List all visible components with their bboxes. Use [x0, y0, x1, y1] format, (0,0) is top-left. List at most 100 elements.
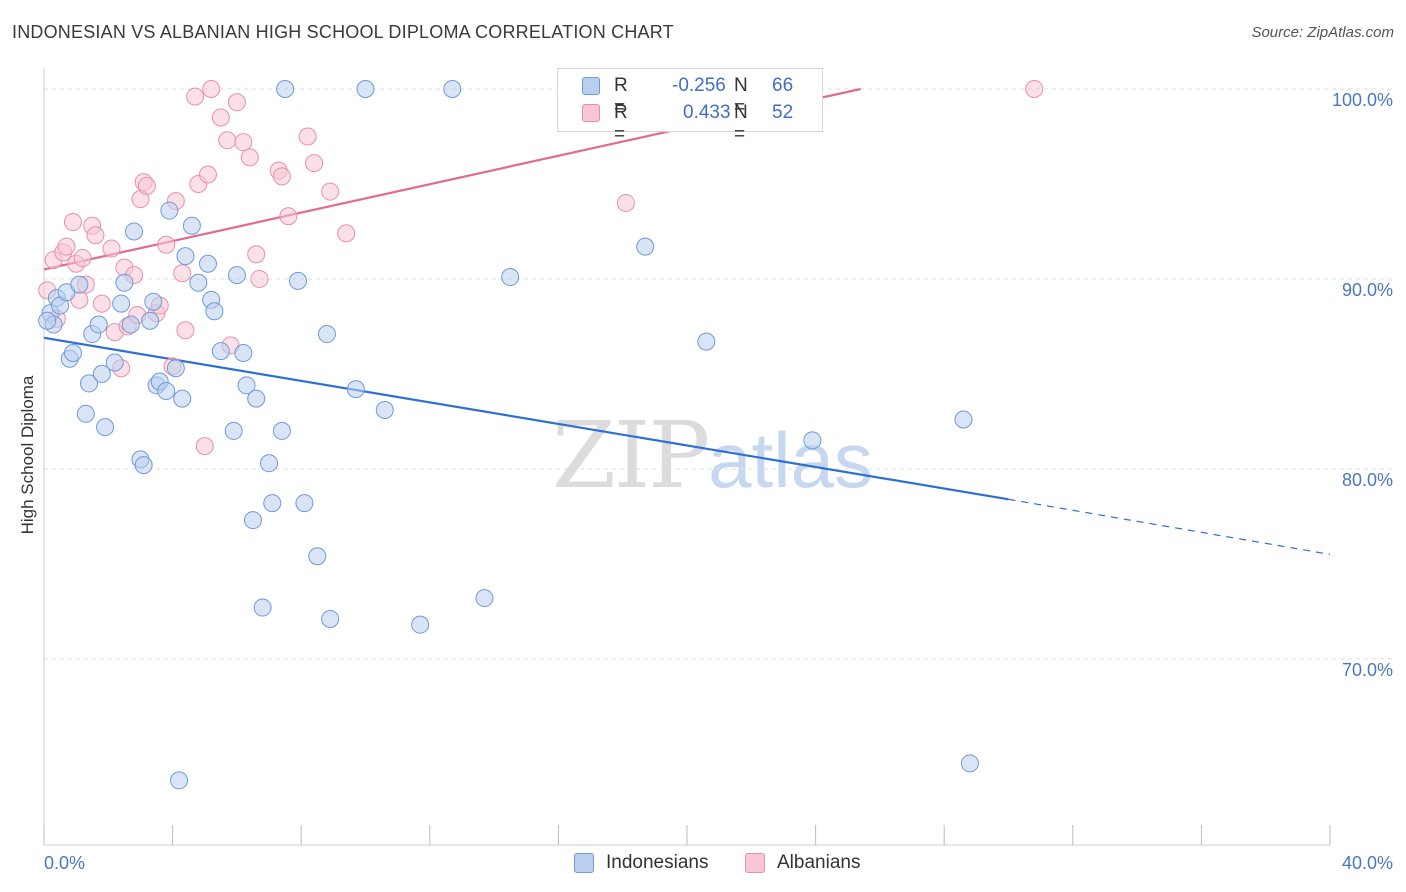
indonesian-point — [375, 401, 394, 420]
indonesians-r-value: -0.256 — [672, 75, 726, 96]
indonesian-point — [121, 315, 140, 334]
albanian-point — [279, 207, 298, 226]
indonesian-point — [356, 79, 375, 98]
y-tick-label: 100.0% — [1332, 90, 1393, 110]
r-label: R = — [614, 102, 628, 145]
indonesian-point — [105, 353, 124, 372]
source-label: Source: ZipAtlas.com — [1251, 24, 1394, 41]
indonesian-point — [92, 364, 111, 383]
indonesian-point — [411, 615, 430, 634]
albanian-point — [218, 131, 237, 150]
indonesians-trend-line-extension — [1008, 498, 1331, 555]
indonesian-point — [70, 275, 89, 294]
indonesian-point — [176, 247, 195, 266]
indonesian-point — [205, 302, 224, 321]
albanians-legend-label: Albanians — [777, 852, 861, 873]
albanian-point — [92, 294, 111, 313]
n-label: N = — [734, 75, 748, 118]
points-layer — [38, 79, 1044, 790]
indonesian-point — [954, 410, 973, 429]
axis-layer — [43, 68, 1331, 846]
indonesian-point — [247, 389, 266, 408]
y-tick-label: 90.0% — [1342, 280, 1393, 300]
indonesian-point — [317, 325, 336, 344]
y-tick-label: 70.0% — [1342, 660, 1393, 680]
albanian-point — [234, 133, 253, 152]
albanian-point — [1025, 79, 1044, 98]
albanian-point — [202, 79, 221, 98]
watermark-zip: ZIP — [552, 402, 710, 509]
indonesian-point — [125, 222, 144, 241]
albanian-point — [137, 176, 156, 195]
indonesian-point — [288, 271, 307, 290]
indonesian-point — [346, 380, 365, 399]
albanian-point — [157, 235, 176, 254]
indonesian-point — [234, 344, 253, 363]
indonesian-point — [173, 389, 192, 408]
indonesian-point — [260, 454, 279, 473]
albanian-point — [63, 212, 82, 231]
grid-layer — [44, 88, 1395, 660]
albanian-point — [195, 437, 214, 456]
indonesian-point — [198, 254, 217, 273]
albanians-swatch — [582, 104, 600, 122]
indonesian-point — [141, 311, 160, 330]
indonesian-point — [276, 79, 295, 98]
trend-layer — [43, 87, 1331, 555]
correlation-legend: R = -0.256 N = 66 R = 0.433 N = 52 — [557, 68, 823, 145]
albanian-point — [57, 237, 76, 256]
watermark: ZIPatlas — [552, 402, 873, 509]
albanian-point — [227, 93, 246, 112]
indonesian-point — [80, 374, 99, 393]
albanian-point — [247, 245, 266, 264]
albanian-point — [321, 182, 340, 201]
indonesian-point — [263, 494, 282, 513]
x-tick-label: 40.0% — [1342, 853, 1393, 873]
n-label: N = — [734, 102, 748, 145]
indonesian-point — [295, 494, 314, 513]
albanian-point — [616, 193, 635, 212]
albanian-point — [298, 127, 317, 146]
indonesian-point — [182, 216, 201, 235]
indonesian-point — [308, 547, 327, 566]
albanian-point — [86, 226, 105, 245]
albanian-point — [305, 154, 324, 173]
indonesian-point — [960, 754, 979, 773]
albanian-point — [337, 224, 356, 243]
indonesians-legend-swatch — [574, 853, 594, 873]
indonesian-point — [115, 273, 134, 292]
indonesian-point — [501, 268, 520, 287]
albanian-point — [250, 269, 269, 288]
indonesian-point — [38, 311, 57, 330]
indonesian-point — [89, 315, 108, 334]
indonesian-point — [112, 294, 131, 313]
indonesian-point — [321, 609, 340, 628]
indonesian-point — [76, 404, 95, 423]
indonesian-point — [63, 344, 82, 363]
albanian-point — [176, 321, 195, 340]
indonesian-point — [157, 382, 176, 401]
indonesian-point — [443, 79, 462, 98]
albanian-point — [102, 239, 121, 258]
indonesian-point — [134, 456, 153, 475]
indonesians-legend-label: Indonesians — [606, 852, 709, 873]
albanian-point — [173, 264, 192, 283]
indonesian-point — [253, 598, 272, 617]
albanians-legend-swatch — [745, 853, 765, 873]
indonesian-point — [227, 266, 246, 285]
albanian-point — [240, 148, 259, 167]
indonesian-point — [697, 332, 716, 351]
indonesians-n-value: 66 — [772, 75, 794, 96]
indonesian-point — [224, 421, 243, 440]
albanians-r-value: 0.433 — [683, 102, 731, 123]
albanian-point — [73, 249, 92, 268]
albanian-point — [211, 108, 230, 127]
chart-title: INDONESIAN VS ALBANIAN HIGH SCHOOL DIPLO… — [12, 22, 674, 42]
indonesian-point — [189, 273, 208, 292]
tick-label-layer: 70.0% 80.0% 90.0% 100.0% 0.0% 40.0% — [44, 90, 1393, 873]
indonesian-point — [237, 376, 256, 395]
indonesian-point — [170, 771, 189, 790]
indonesian-point — [475, 589, 494, 608]
indonesian-point — [272, 421, 291, 440]
